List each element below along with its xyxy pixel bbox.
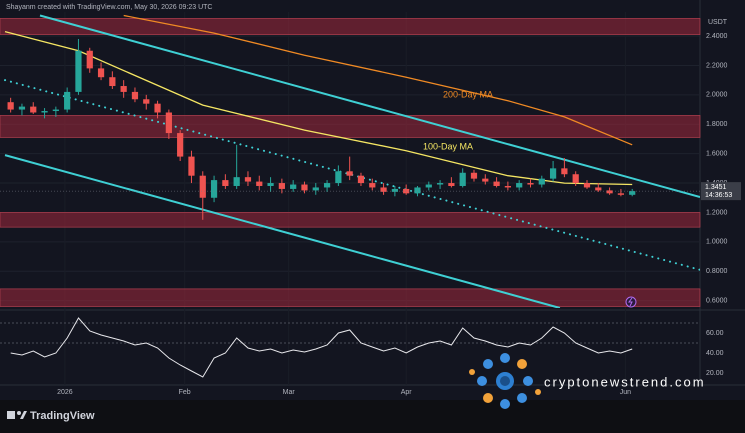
candle-body: [222, 180, 229, 186]
zone: [0, 212, 701, 228]
y-tick-label: 2.0000: [706, 92, 728, 99]
candle-body: [380, 187, 387, 192]
moving-average: [4, 30, 633, 186]
candle-body: [504, 185, 511, 188]
plot: 2.40002.20002.00001.80001.60001.40001.20…: [0, 12, 741, 396]
watermark: cryptonewstrend.com: [544, 374, 706, 389]
header: Shayanm created with TradingView.com, Ma…: [6, 4, 212, 11]
candle-body: [52, 109, 59, 112]
ma-label: 100-Day MA: [423, 141, 473, 151]
candle-body: [572, 174, 579, 184]
candle-body: [165, 112, 172, 134]
candle-body: [425, 184, 432, 188]
candle-body: [538, 178, 545, 185]
candle-body: [131, 91, 139, 100]
candle-body: [493, 181, 500, 186]
zone: [0, 18, 701, 35]
candle-body: [436, 183, 444, 185]
candle-body: [583, 183, 591, 188]
candle-body: [18, 106, 26, 110]
x-tick-label: 2026: [57, 389, 73, 396]
candle-body: [75, 50, 82, 92]
candle-body: [301, 184, 308, 191]
price-box: [701, 182, 741, 201]
candle-body: [346, 171, 353, 176]
candle-body: [335, 171, 342, 184]
y-tick-label: 0.8000: [706, 268, 728, 275]
y-tick-label: 1.8000: [706, 121, 728, 128]
candle-body: [143, 99, 150, 104]
candle-body: [278, 183, 285, 189]
candle-body: [233, 177, 240, 186]
rsi-tick-label: 60.00: [706, 330, 724, 337]
rsi-tick-label: 20.00: [706, 370, 724, 377]
candle-body: [629, 191, 636, 195]
trendline: [4, 154, 561, 308]
y-tick-label: 1.2000: [706, 209, 728, 216]
y-tick-label: 2.2000: [706, 62, 728, 69]
candle-body: [154, 103, 161, 113]
candle-body: [7, 102, 14, 110]
candle-body: [120, 86, 127, 92]
candle-body: [391, 188, 398, 192]
trendline: [39, 14, 700, 198]
candle-body: [448, 183, 455, 186]
candle-body: [459, 172, 466, 186]
moving-average: [123, 14, 633, 146]
candle-body: [482, 178, 489, 182]
candle-body: [210, 180, 218, 198]
candle-body: [403, 188, 410, 194]
currency: USDT: [708, 19, 728, 26]
alert-icon: [625, 296, 637, 308]
candle-body: [86, 50, 93, 69]
y-tick-label: 0.6000: [706, 297, 728, 304]
price-label: 1.3451: [705, 184, 727, 191]
candle-body: [516, 183, 523, 188]
candle-body: [527, 183, 534, 185]
candle-body: [369, 183, 376, 188]
zone: [0, 115, 701, 138]
zone: [0, 288, 701, 307]
candle-body: [97, 68, 105, 78]
y-tick-label: 1.0000: [706, 239, 728, 246]
candle-body: [30, 106, 37, 113]
candle-body: [64, 91, 71, 110]
x-tick-label: Jun: [620, 389, 631, 396]
x-tick-label: Mar: [283, 389, 296, 396]
candle-body: [414, 187, 421, 194]
x-tick-label: Apr: [401, 389, 413, 396]
candle-body: [199, 175, 206, 198]
candle-body: [606, 190, 613, 194]
candle-body: [549, 168, 557, 179]
candle-body: [41, 111, 48, 113]
candle-body: [617, 193, 625, 195]
candle-body: [561, 168, 568, 175]
candle-body: [323, 183, 331, 188]
y-tick-label: 1.6000: [706, 150, 728, 157]
candle-body: [256, 181, 263, 186]
candle-body: [188, 156, 195, 176]
candle-body: [312, 187, 319, 191]
footer-bar: [0, 400, 745, 433]
rsi-line: [10, 317, 633, 378]
candle-body: [290, 184, 297, 189]
candle-body: [244, 177, 252, 182]
watermark-logo: [469, 353, 541, 409]
y-tick-label: 2.4000: [706, 33, 728, 40]
candle-body: [470, 172, 478, 179]
candle-body: [177, 133, 184, 157]
candle-body: [109, 77, 116, 87]
countdown: 14:36:53: [705, 192, 732, 199]
candle-body: [357, 175, 365, 184]
candle-body: [267, 183, 274, 186]
candle-body: [595, 187, 602, 191]
ma-label: 200-Day MA: [443, 89, 493, 99]
brand: TradingView: [30, 410, 95, 422]
x-tick-label: Feb: [179, 389, 191, 396]
brand-logo: [7, 411, 27, 419]
rsi-tick-label: 40.00: [706, 350, 724, 357]
